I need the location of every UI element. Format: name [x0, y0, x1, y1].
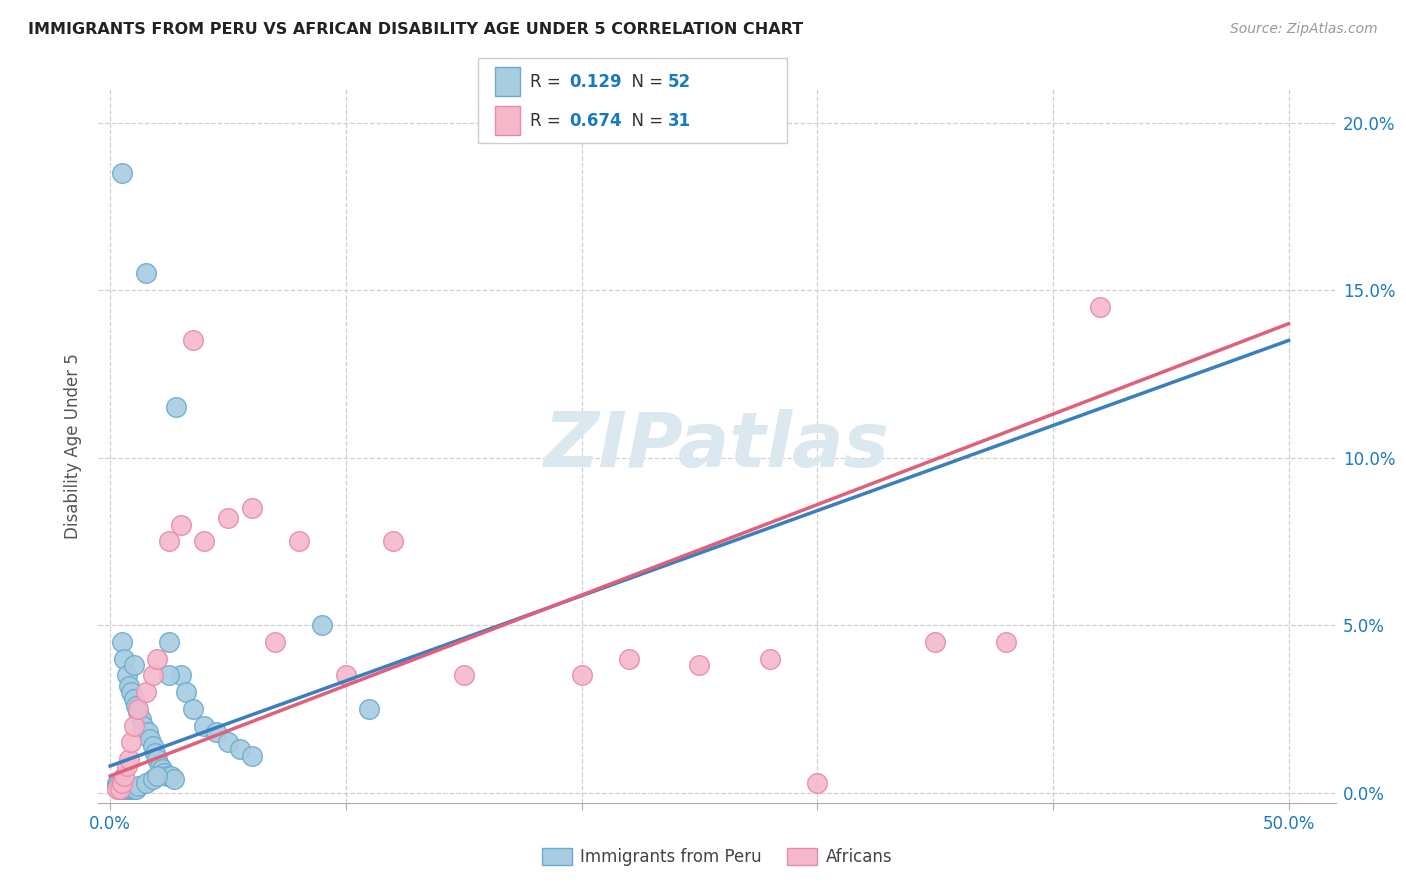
Point	[163, 772, 186, 787]
Point	[108, 782, 131, 797]
Point	[143, 746, 166, 760]
Point	[205, 725, 228, 739]
Point	[160, 769, 183, 783]
Point	[287, 534, 309, 549]
Point	[359, 702, 381, 716]
Point	[240, 748, 263, 763]
Point	[125, 782, 148, 797]
Point	[118, 782, 141, 797]
Point	[136, 725, 159, 739]
Point	[688, 658, 710, 673]
Text: 0.129: 0.129	[569, 73, 621, 91]
Point	[105, 775, 128, 789]
Text: 31: 31	[668, 112, 690, 129]
Point	[924, 635, 946, 649]
Point	[111, 782, 134, 797]
Point	[149, 759, 172, 773]
Point	[112, 782, 135, 797]
Point	[382, 534, 405, 549]
Point	[111, 635, 134, 649]
Text: R =: R =	[530, 112, 567, 129]
Point	[311, 618, 333, 632]
Point	[127, 702, 149, 716]
Text: N =: N =	[621, 73, 669, 91]
Point	[105, 779, 128, 793]
Point	[217, 735, 239, 749]
Point	[264, 635, 287, 649]
Point	[115, 668, 138, 682]
Point	[118, 752, 141, 766]
Point	[127, 779, 149, 793]
Text: N =: N =	[621, 112, 669, 129]
Point	[193, 534, 215, 549]
Point	[157, 534, 180, 549]
Point	[135, 267, 157, 281]
Point	[120, 735, 142, 749]
Text: 0.674: 0.674	[569, 112, 621, 129]
Point	[240, 500, 263, 515]
Point	[120, 782, 142, 797]
Point	[994, 635, 1017, 649]
Point	[122, 658, 145, 673]
Point	[217, 511, 239, 525]
Point	[150, 762, 173, 776]
Text: 52: 52	[668, 73, 690, 91]
Point	[122, 692, 145, 706]
Point	[115, 782, 138, 797]
Point	[617, 651, 640, 665]
Point	[105, 782, 128, 797]
Point	[108, 779, 131, 793]
Point	[111, 775, 134, 789]
Text: Source: ZipAtlas.com: Source: ZipAtlas.com	[1230, 22, 1378, 37]
Point	[112, 769, 135, 783]
Point	[120, 685, 142, 699]
Point	[170, 668, 193, 682]
Point	[174, 685, 197, 699]
Point	[229, 742, 252, 756]
Point	[142, 739, 165, 753]
Y-axis label: Disability Age Under 5: Disability Age Under 5	[65, 353, 83, 539]
Point	[453, 668, 475, 682]
Point	[125, 698, 148, 713]
Point	[122, 782, 145, 797]
Point	[135, 775, 157, 789]
Point	[112, 651, 135, 665]
Point	[806, 775, 828, 789]
Point	[759, 651, 782, 665]
Point	[142, 772, 165, 787]
Point	[156, 769, 179, 783]
Point	[127, 706, 149, 720]
Point	[146, 651, 169, 665]
Point	[1088, 300, 1111, 314]
Point	[115, 759, 138, 773]
Point	[122, 719, 145, 733]
Point	[139, 732, 162, 747]
Point	[157, 635, 180, 649]
Point	[181, 702, 204, 716]
Point	[181, 334, 204, 348]
Text: ZIPatlas: ZIPatlas	[544, 409, 890, 483]
Point	[571, 668, 593, 682]
Point	[135, 685, 157, 699]
Point	[193, 719, 215, 733]
Point	[335, 668, 357, 682]
Point	[146, 769, 169, 783]
Point	[153, 765, 176, 780]
Point	[165, 401, 187, 415]
Text: R =: R =	[530, 73, 567, 91]
Point	[118, 679, 141, 693]
Point	[132, 719, 155, 733]
Point	[108, 782, 131, 797]
Point	[170, 517, 193, 532]
Text: IMMIGRANTS FROM PERU VS AFRICAN DISABILITY AGE UNDER 5 CORRELATION CHART: IMMIGRANTS FROM PERU VS AFRICAN DISABILI…	[28, 22, 803, 37]
Point	[111, 166, 134, 180]
Point	[146, 752, 169, 766]
Point	[157, 668, 180, 682]
Point	[129, 712, 152, 726]
Legend: Immigrants from Peru, Africans: Immigrants from Peru, Africans	[536, 841, 898, 873]
Point	[142, 668, 165, 682]
